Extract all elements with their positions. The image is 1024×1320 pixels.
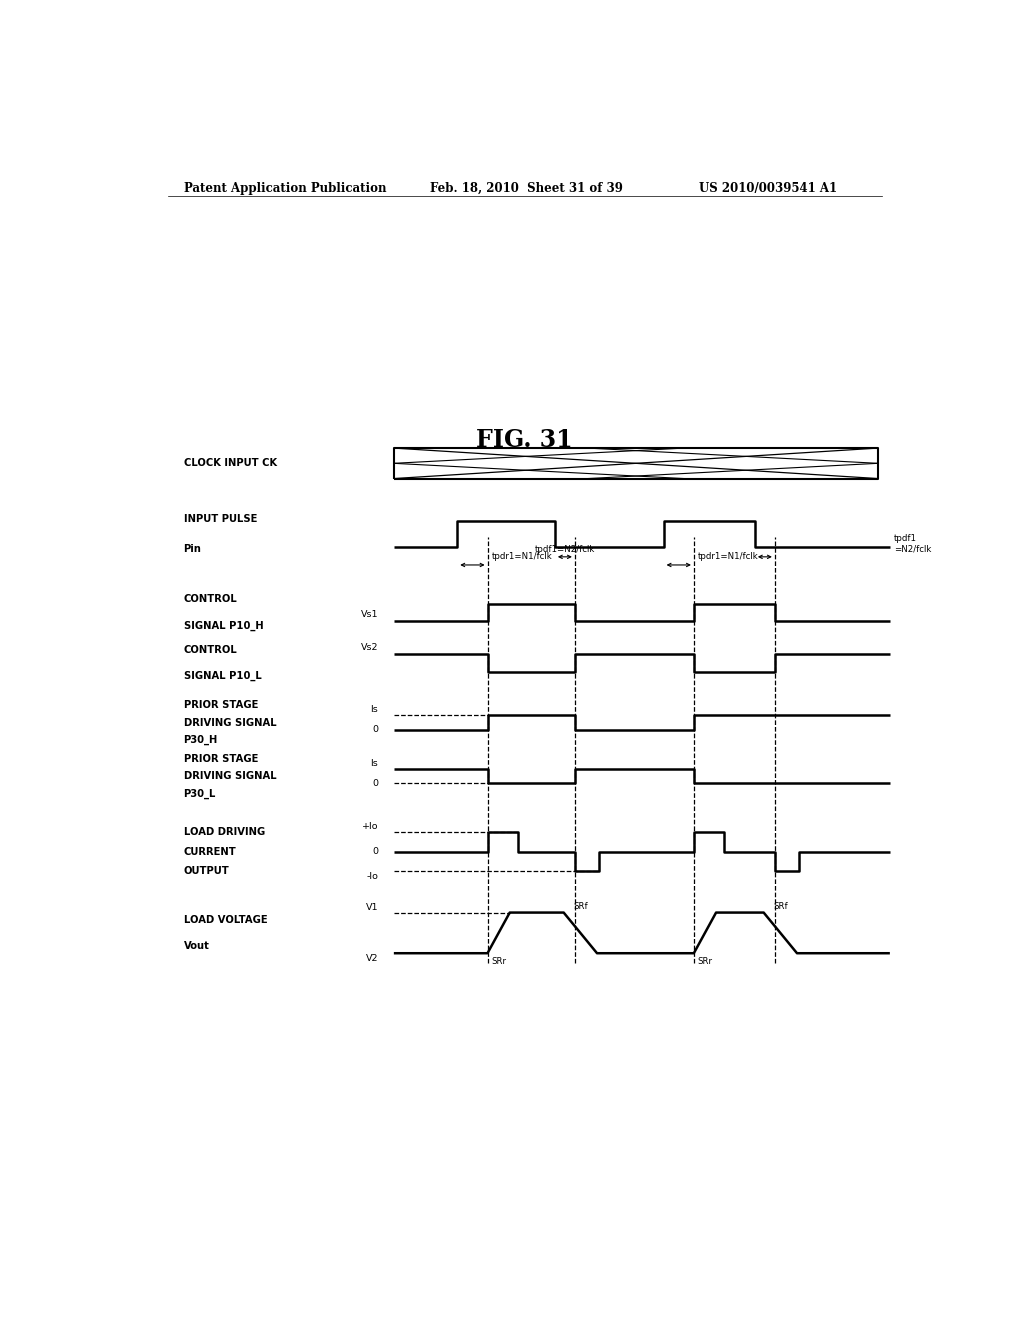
Text: SIGNAL P10_L: SIGNAL P10_L <box>183 671 261 681</box>
Text: US 2010/0039541 A1: US 2010/0039541 A1 <box>699 182 838 195</box>
Text: CLOCK INPUT CK: CLOCK INPUT CK <box>183 458 276 469</box>
Text: OUTPUT: OUTPUT <box>183 866 229 875</box>
Text: V2: V2 <box>366 954 378 964</box>
Text: tpdr1=N1/fclk: tpdr1=N1/fclk <box>697 552 759 561</box>
Text: Feb. 18, 2010  Sheet 31 of 39: Feb. 18, 2010 Sheet 31 of 39 <box>430 182 623 195</box>
Text: Patent Application Publication: Patent Application Publication <box>183 182 386 195</box>
Text: 0: 0 <box>372 725 378 734</box>
Text: LOAD DRIVING: LOAD DRIVING <box>183 828 265 837</box>
Text: SRr: SRr <box>697 957 713 966</box>
Text: PRIOR STAGE: PRIOR STAGE <box>183 754 258 764</box>
Text: INPUT PULSE: INPUT PULSE <box>183 513 257 524</box>
Text: tpdf1
=N2/fclk: tpdf1 =N2/fclk <box>894 535 931 554</box>
Text: PRIOR STAGE: PRIOR STAGE <box>183 701 258 710</box>
Text: Vs1: Vs1 <box>360 610 378 619</box>
Text: SIGNAL P10_H: SIGNAL P10_H <box>183 620 263 631</box>
Text: P30_L: P30_L <box>183 788 216 799</box>
Text: 0: 0 <box>372 779 378 788</box>
Text: DRIVING SIGNAL: DRIVING SIGNAL <box>183 771 276 781</box>
Text: CURRENT: CURRENT <box>183 846 237 857</box>
Text: SRr: SRr <box>492 957 506 966</box>
Text: 0: 0 <box>372 847 378 857</box>
Text: CONTROL: CONTROL <box>183 594 238 605</box>
Text: FIG. 31: FIG. 31 <box>476 428 573 451</box>
Text: V1: V1 <box>366 903 378 912</box>
Text: +Io: +Io <box>361 822 378 832</box>
Text: Vout: Vout <box>183 941 210 950</box>
Text: DRIVING SIGNAL: DRIVING SIGNAL <box>183 718 276 727</box>
Text: SRf: SRf <box>573 902 588 911</box>
Text: Vs2: Vs2 <box>360 643 378 652</box>
Text: CONTROL: CONTROL <box>183 645 238 655</box>
Text: tpdf1=N2/fclk: tpdf1=N2/fclk <box>535 545 595 554</box>
Text: tpdr1=N1/fclk: tpdr1=N1/fclk <box>492 552 552 561</box>
Text: Is: Is <box>371 705 378 714</box>
Text: SRf: SRf <box>773 902 787 911</box>
Text: Pin: Pin <box>183 544 202 554</box>
Text: P30_H: P30_H <box>183 735 218 744</box>
Text: LOAD VOLTAGE: LOAD VOLTAGE <box>183 915 267 925</box>
Text: Is: Is <box>371 759 378 768</box>
Text: -Io: -Io <box>367 873 378 880</box>
